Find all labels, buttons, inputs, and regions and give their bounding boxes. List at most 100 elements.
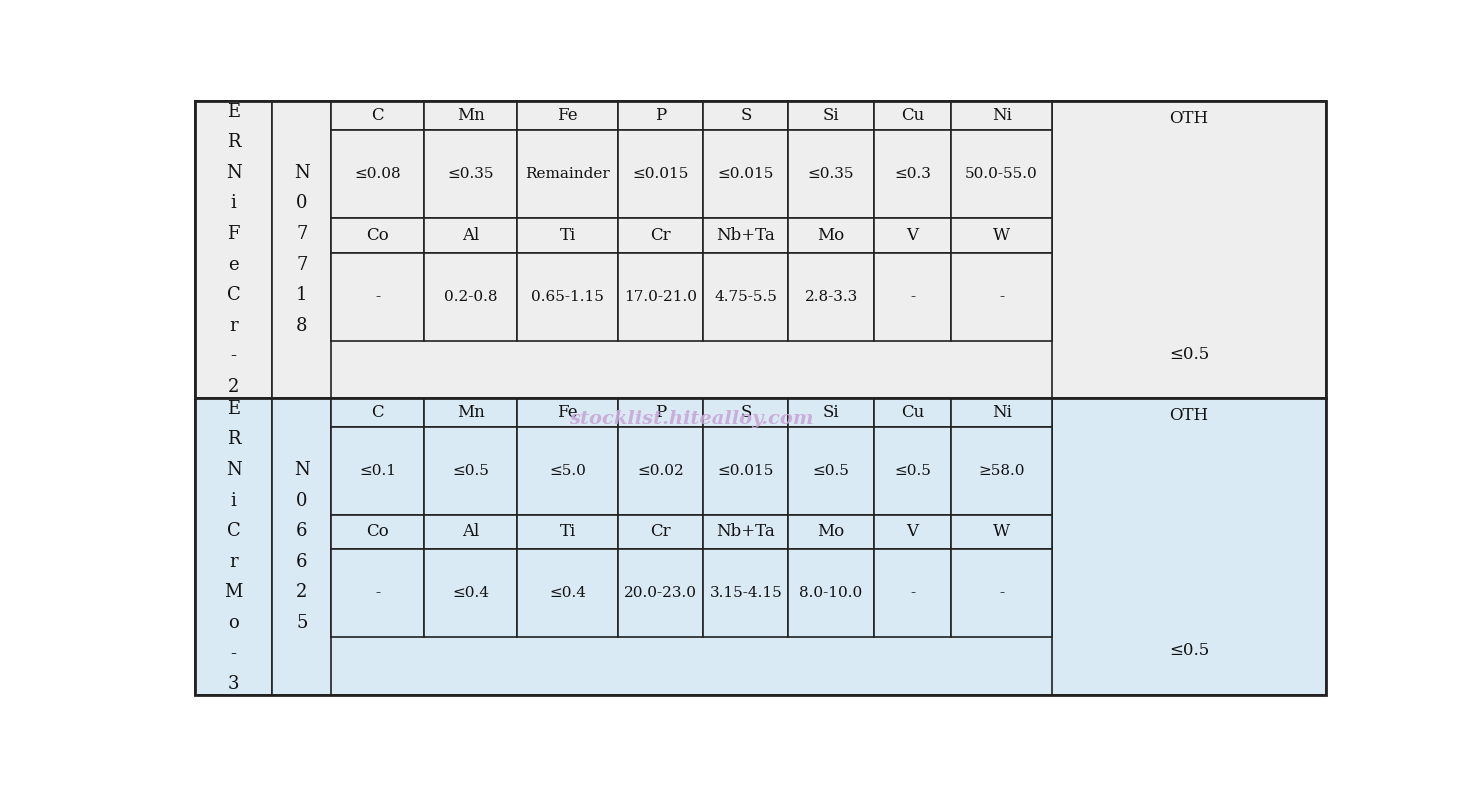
Bar	[703, 549, 788, 637]
Bar	[194, 398, 1327, 695]
Bar	[874, 398, 951, 427]
Text: Co: Co	[367, 523, 389, 541]
Text: ≥58.0: ≥58.0	[978, 464, 1025, 478]
Text: Nb+Ta: Nb+Ta	[717, 523, 775, 541]
Text: -: -	[999, 290, 1005, 304]
Bar	[703, 515, 788, 549]
Bar	[951, 427, 1052, 515]
Bar	[703, 130, 788, 217]
Bar	[518, 549, 617, 637]
Bar	[617, 101, 703, 130]
Text: Al: Al	[462, 523, 479, 541]
Text: -: -	[910, 585, 916, 600]
Text: ≤0.3: ≤0.3	[893, 167, 930, 181]
Bar	[703, 217, 788, 253]
Bar	[617, 549, 703, 637]
Bar	[331, 217, 424, 253]
Text: P: P	[654, 404, 666, 421]
Text: P: P	[654, 107, 666, 124]
Text: Cr: Cr	[650, 523, 671, 541]
Bar	[331, 398, 424, 427]
Bar	[788, 549, 874, 637]
Text: -: -	[910, 290, 916, 304]
Bar	[788, 253, 874, 341]
Text: Ti: Ti	[559, 523, 576, 541]
Bar	[518, 101, 617, 130]
Bar	[788, 130, 874, 217]
Bar	[424, 101, 518, 130]
Text: ≤0.5: ≤0.5	[1169, 642, 1209, 659]
Bar	[951, 130, 1052, 217]
Bar	[703, 253, 788, 341]
Bar	[874, 549, 951, 637]
Text: Mo: Mo	[818, 227, 844, 244]
Bar	[331, 101, 424, 130]
Bar	[703, 101, 788, 130]
Text: Mn: Mn	[457, 404, 485, 421]
Text: C: C	[371, 107, 384, 124]
Text: E
R
N
i
C
r
M
o
-
3: E R N i C r M o - 3	[224, 400, 243, 693]
Text: ≤5.0: ≤5.0	[549, 464, 586, 478]
Text: Ni: Ni	[991, 404, 1012, 421]
Bar	[617, 253, 703, 341]
Bar	[424, 427, 518, 515]
Text: V: V	[907, 227, 919, 244]
Text: ≤0.4: ≤0.4	[453, 585, 490, 600]
Text: ≤0.5: ≤0.5	[453, 464, 490, 478]
Text: -: -	[375, 585, 380, 600]
Bar	[272, 398, 331, 695]
Text: 3.15-4.15: 3.15-4.15	[709, 585, 782, 600]
Text: ≤0.5: ≤0.5	[1169, 346, 1209, 363]
Bar	[788, 398, 874, 427]
Text: -: -	[375, 290, 380, 304]
Bar	[194, 101, 1327, 398]
Text: 50.0-55.0: 50.0-55.0	[965, 167, 1037, 181]
Text: 0.65-1.15: 0.65-1.15	[531, 290, 604, 304]
Bar	[331, 130, 424, 217]
Bar	[874, 130, 951, 217]
Bar	[874, 427, 951, 515]
Text: V: V	[907, 523, 919, 541]
Bar	[874, 253, 951, 341]
Text: ≤0.1: ≤0.1	[359, 464, 396, 478]
Bar	[951, 253, 1052, 341]
Text: Si: Si	[822, 107, 840, 124]
Bar	[617, 398, 703, 427]
Bar	[951, 217, 1052, 253]
Text: Al: Al	[462, 227, 479, 244]
Bar	[617, 427, 703, 515]
Text: ≤0.35: ≤0.35	[448, 167, 494, 181]
Bar	[424, 253, 518, 341]
Bar	[874, 101, 951, 130]
Bar	[272, 101, 331, 398]
Bar	[788, 217, 874, 253]
Text: OTH: OTH	[1169, 407, 1208, 424]
Text: stocklist.hitealloy.com: stocklist.hitealloy.com	[570, 411, 813, 428]
Text: ≤0.02: ≤0.02	[637, 464, 684, 478]
Text: N
0
6
6
2
5: N 0 6 6 2 5	[294, 461, 310, 632]
Text: ≤0.5: ≤0.5	[893, 464, 930, 478]
Bar	[518, 130, 617, 217]
Bar	[424, 217, 518, 253]
Text: 17.0-21.0: 17.0-21.0	[625, 290, 697, 304]
Bar	[424, 130, 518, 217]
Bar	[424, 549, 518, 637]
Bar	[703, 398, 788, 427]
Text: ≤0.5: ≤0.5	[813, 464, 849, 478]
Bar	[518, 515, 617, 549]
Text: Fe: Fe	[558, 107, 577, 124]
Text: 20.0-23.0: 20.0-23.0	[625, 585, 697, 600]
Text: -: -	[999, 585, 1005, 600]
Bar	[617, 515, 703, 549]
Bar	[951, 515, 1052, 549]
Bar	[331, 549, 424, 637]
Text: S: S	[741, 404, 751, 421]
Bar	[617, 130, 703, 217]
Bar	[331, 253, 424, 341]
Bar	[518, 398, 617, 427]
Text: ≤0.015: ≤0.015	[632, 167, 689, 181]
Bar	[424, 398, 518, 427]
Text: Remainder: Remainder	[525, 167, 610, 181]
Text: E
R
N
i
F
e
C
r
-
2: E R N i F e C r - 2	[226, 102, 242, 396]
Text: Ni: Ni	[991, 107, 1012, 124]
